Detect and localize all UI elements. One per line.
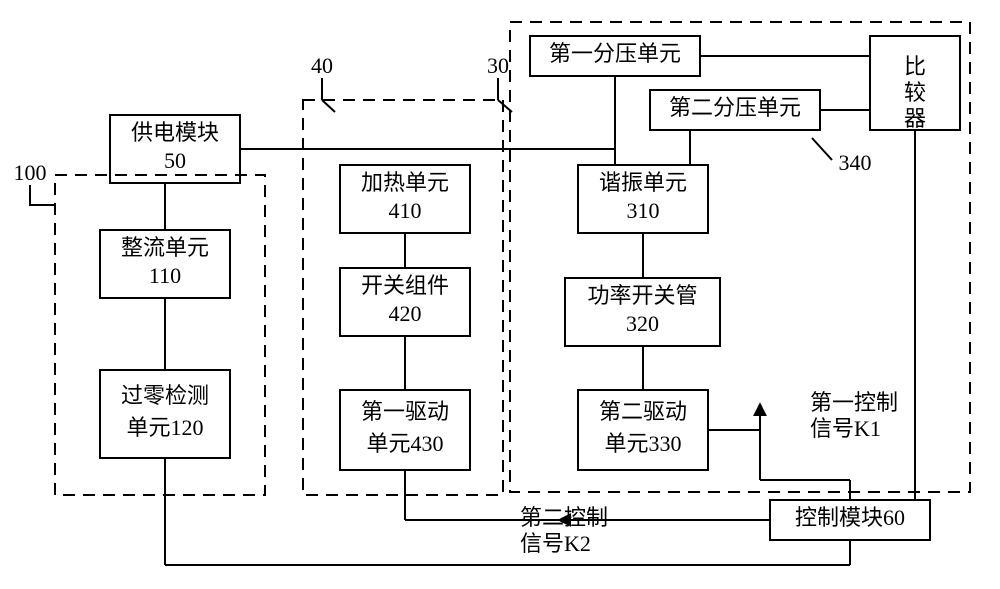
block-rectifier: 整流单元 110 [100, 230, 230, 298]
svg-text:加热单元: 加热单元 [361, 170, 449, 195]
leader-40: 40 [311, 53, 335, 112]
svg-text:340: 340 [839, 150, 872, 175]
block-resonant: 谐振单元 310 [578, 165, 708, 233]
svg-text:谐振单元: 谐振单元 [599, 170, 687, 195]
svg-text:第一驱动: 第一驱动 [361, 399, 449, 424]
svg-text:420: 420 [389, 301, 422, 326]
label-k1-line1: 第一控制 [810, 390, 898, 415]
block-power-supply: 供电模块 50 [110, 115, 240, 183]
group-100 [55, 175, 265, 495]
svg-text:30: 30 [487, 53, 509, 78]
wires [165, 56, 930, 565]
svg-text:单元430: 单元430 [366, 431, 443, 456]
svg-text:320: 320 [626, 311, 659, 336]
svg-text:供电模块: 供电模块 [131, 120, 219, 145]
block-control: 控制模块60 [770, 500, 930, 540]
svg-text:单元120: 单元120 [126, 415, 203, 440]
block-driver-2: 第二驱动 单元330 [578, 390, 708, 470]
svg-text:过零检测: 过零检测 [121, 383, 209, 408]
svg-text:开关组件: 开关组件 [361, 273, 449, 298]
block-divider-1: 第一分压单元 [530, 36, 700, 76]
block-power-switch: 功率开关管 320 [565, 278, 720, 346]
block-heating: 加热单元 410 [340, 165, 470, 233]
svg-text:控制模块60: 控制模块60 [795, 505, 905, 530]
leader-100: 100 [14, 160, 56, 205]
svg-text:整流单元: 整流单元 [121, 235, 209, 260]
label-k2-line1: 第二控制 [520, 505, 608, 530]
svg-text:100: 100 [14, 160, 47, 185]
svg-text:50: 50 [164, 148, 186, 173]
svg-text:410: 410 [389, 198, 422, 223]
block-divider-2: 第二分压单元 [650, 90, 820, 130]
svg-text:单元330: 单元330 [604, 431, 681, 456]
block-switch: 开关组件 420 [340, 268, 470, 336]
svg-text:第二分压单元: 第二分压单元 [669, 95, 801, 120]
block-comparator: 比较器 [870, 36, 960, 131]
svg-text:功率开关管: 功率开关管 [587, 283, 697, 308]
svg-text:第一分压单元: 第一分压单元 [549, 41, 681, 66]
label-k2-line2: 信号K2 [520, 531, 591, 556]
svg-text:第二驱动: 第二驱动 [599, 399, 687, 424]
block-zero-crossing: 过零检测 单元120 [100, 370, 230, 458]
block-driver-1: 第一驱动 单元430 [340, 390, 470, 470]
leader-340: 340 [812, 138, 872, 175]
label-k1-line2: 信号K1 [810, 416, 881, 441]
leader-30: 30 [487, 53, 512, 112]
svg-text:比较器: 比较器 [904, 54, 926, 131]
svg-text:310: 310 [627, 198, 660, 223]
svg-text:110: 110 [149, 263, 181, 288]
svg-text:40: 40 [311, 53, 333, 78]
